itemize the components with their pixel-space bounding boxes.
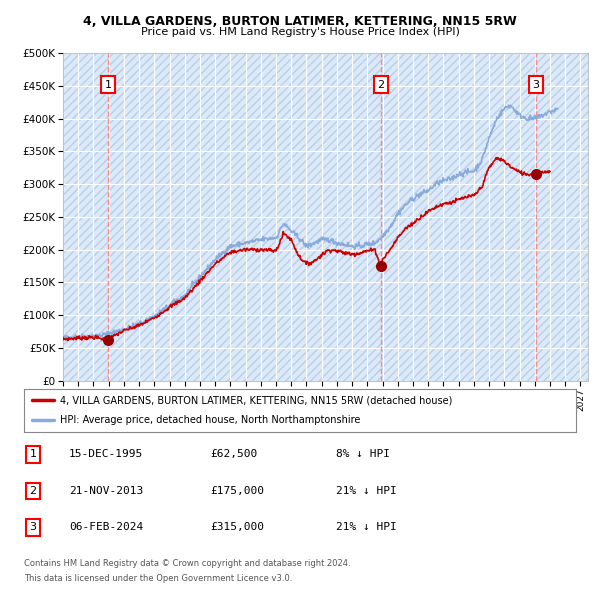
- Text: 4, VILLA GARDENS, BURTON LATIMER, KETTERING, NN15 5RW: 4, VILLA GARDENS, BURTON LATIMER, KETTER…: [83, 15, 517, 28]
- Text: 21% ↓ HPI: 21% ↓ HPI: [336, 523, 397, 532]
- Text: 1: 1: [104, 80, 112, 90]
- Text: 3: 3: [29, 523, 37, 532]
- Text: 15-DEC-1995: 15-DEC-1995: [69, 450, 143, 459]
- Text: 21% ↓ HPI: 21% ↓ HPI: [336, 486, 397, 496]
- Text: 3: 3: [533, 80, 539, 90]
- Text: 2: 2: [29, 486, 37, 496]
- Text: £62,500: £62,500: [210, 450, 257, 459]
- Text: 2: 2: [377, 80, 385, 90]
- Text: HPI: Average price, detached house, North Northamptonshire: HPI: Average price, detached house, Nort…: [60, 415, 360, 425]
- Text: This data is licensed under the Open Government Licence v3.0.: This data is licensed under the Open Gov…: [24, 574, 292, 583]
- Text: Price paid vs. HM Land Registry's House Price Index (HPI): Price paid vs. HM Land Registry's House …: [140, 27, 460, 37]
- Text: 8% ↓ HPI: 8% ↓ HPI: [336, 450, 390, 459]
- Text: Contains HM Land Registry data © Crown copyright and database right 2024.: Contains HM Land Registry data © Crown c…: [24, 559, 350, 568]
- Text: 21-NOV-2013: 21-NOV-2013: [69, 486, 143, 496]
- Text: 1: 1: [29, 450, 37, 459]
- Text: £175,000: £175,000: [210, 486, 264, 496]
- Text: 06-FEB-2024: 06-FEB-2024: [69, 523, 143, 532]
- Text: £315,000: £315,000: [210, 523, 264, 532]
- Text: 4, VILLA GARDENS, BURTON LATIMER, KETTERING, NN15 5RW (detached house): 4, VILLA GARDENS, BURTON LATIMER, KETTER…: [60, 395, 452, 405]
